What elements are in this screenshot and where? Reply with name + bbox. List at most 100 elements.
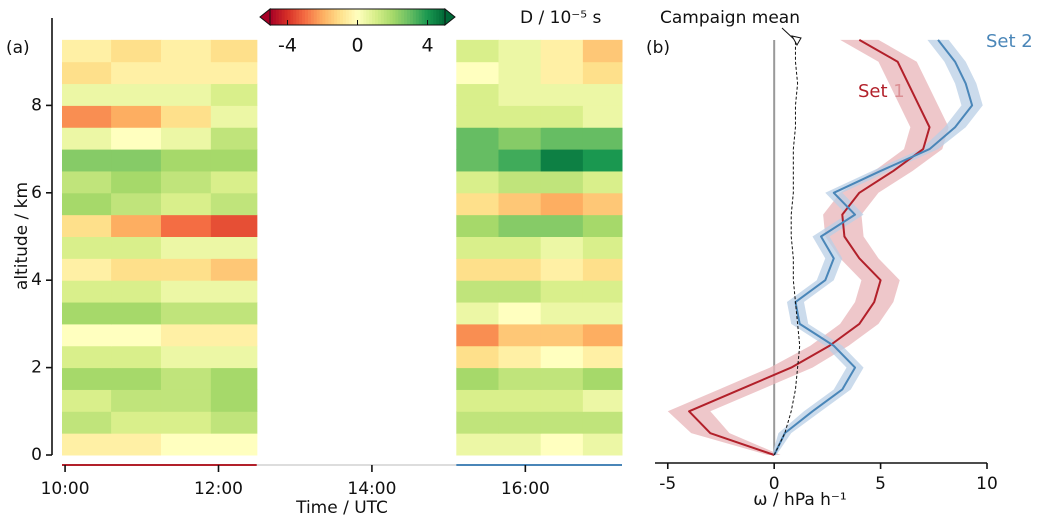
- colorbar-segment: [398, 9, 402, 25]
- series-label: Set 2: [986, 31, 1033, 52]
- heatmap-cell: [498, 411, 542, 434]
- panel-label: (a): [6, 38, 30, 58]
- heatmap-cell: [540, 214, 584, 237]
- heatmap-cell: [160, 127, 212, 150]
- heatmap-cell: [111, 302, 162, 325]
- heatmap-cell: [210, 323, 258, 347]
- heatmap-cell: [210, 345, 258, 369]
- heatmap-cell: [111, 149, 162, 172]
- heatmap-cell: [498, 236, 542, 259]
- heatmap-cell: [111, 258, 162, 281]
- heatmap-cell: [160, 389, 212, 412]
- colorbar-tick-label: 4: [421, 35, 433, 57]
- heatmap-cell: [62, 105, 112, 128]
- heatmap-cell: [456, 258, 499, 281]
- heatmap-cell: [582, 411, 623, 434]
- colorbar-segment: [436, 9, 440, 25]
- y-tick-label: 0: [31, 445, 42, 465]
- heatmap-cell: [62, 302, 112, 325]
- heatmap-cell: [456, 83, 499, 106]
- heatmap-cell: [582, 389, 623, 412]
- heatmap-cell: [62, 149, 112, 172]
- heatmap-cell: [582, 192, 623, 216]
- profile-line: [773, 39, 974, 456]
- colorbar-segment: [342, 9, 347, 25]
- heatmap-cell: [210, 258, 258, 281]
- colorbar-segment: [433, 9, 437, 25]
- heatmap-cell: [160, 323, 212, 347]
- uncertainty-band: [772, 39, 983, 455]
- heatmap-cell: [210, 192, 258, 216]
- colorbar-segment: [281, 9, 286, 25]
- heatmap-cell: [160, 39, 212, 63]
- colorbar-segment: [418, 9, 423, 25]
- heatmap-cell: [160, 149, 212, 172]
- heatmap-cell: [582, 345, 623, 369]
- heatmap-cell: [62, 39, 112, 63]
- heatmap-cell: [498, 127, 542, 150]
- profile-line: [773, 39, 801, 456]
- heatmap-cell: [111, 83, 162, 106]
- colorbar-segment: [345, 9, 350, 25]
- heatmap-cell: [540, 39, 584, 63]
- heatmap-cell: [456, 367, 499, 390]
- heatmap-cell: [456, 39, 499, 63]
- heatmap-cell: [62, 170, 112, 194]
- heatmap-cell: [456, 236, 499, 259]
- colorbar-segment: [366, 9, 370, 25]
- heatmap-cell: [210, 302, 258, 325]
- heatmap-cell: [210, 170, 258, 194]
- heatmap-cell: [111, 389, 162, 412]
- heatmap-cell: [160, 236, 212, 259]
- heatmap-cell: [456, 170, 499, 194]
- heatmap-cell: [160, 83, 212, 106]
- heatmap-cell: [582, 433, 623, 456]
- heatmap-cell: [456, 411, 499, 434]
- x-tick-label: 14:00: [347, 479, 396, 499]
- heatmap-cell: [540, 345, 584, 369]
- heatmap-cell: [456, 214, 499, 237]
- heatmap-cell: [160, 258, 212, 281]
- heatmap-cell: [160, 61, 212, 85]
- x-tick-label: 5: [875, 474, 886, 494]
- colorbar-segment: [278, 9, 283, 25]
- colorbar-segment: [392, 9, 396, 25]
- colorbar-segment: [302, 9, 306, 25]
- colorbar-segment: [369, 9, 373, 25]
- heatmap-cell: [582, 367, 623, 390]
- colorbar-segment: [360, 9, 364, 25]
- heatmap-cell: [582, 302, 623, 325]
- heatmap-cell: [582, 236, 623, 259]
- heatmap-cell: [111, 280, 162, 303]
- colorbar-tick-label: -4: [278, 35, 297, 57]
- heatmap-cell: [62, 83, 112, 106]
- heatmap-cell: [540, 170, 584, 194]
- heatmap-cell: [582, 61, 623, 85]
- heatmap-cell: [498, 39, 542, 63]
- heatmap-cell: [582, 214, 623, 237]
- heatmap-cell: [498, 302, 542, 325]
- colorbar-segment: [377, 9, 382, 25]
- colorbar-segment: [407, 9, 411, 25]
- heatmap-cell: [160, 105, 212, 128]
- heatmap-cell: [498, 149, 542, 172]
- heatmap-cell: [111, 236, 162, 259]
- colorbar-segment: [313, 9, 318, 25]
- colorbar-segment: [424, 9, 428, 25]
- colorbar-segment: [427, 9, 431, 25]
- x-tick-label: 16:00: [501, 479, 550, 499]
- colorbar-label: D / 10⁻⁵ s: [520, 8, 601, 28]
- heatmap-cell: [210, 127, 258, 150]
- x-axis-label: ω / hPa h⁻¹: [753, 490, 846, 510]
- heatmap-cell: [160, 170, 212, 194]
- heatmap-cell: [111, 323, 162, 347]
- colorbar-segment: [410, 9, 414, 25]
- heatmap-cell: [62, 389, 112, 412]
- colorbar-segment: [305, 9, 309, 25]
- y-tick-label: 2: [31, 358, 42, 378]
- heatmap-cell: [582, 280, 623, 303]
- heatmap-cell: [456, 192, 499, 216]
- colorbar-segment: [331, 9, 335, 25]
- profiles: -5 0 5 10: [655, 38, 998, 494]
- heatmap-cell: [582, 127, 623, 150]
